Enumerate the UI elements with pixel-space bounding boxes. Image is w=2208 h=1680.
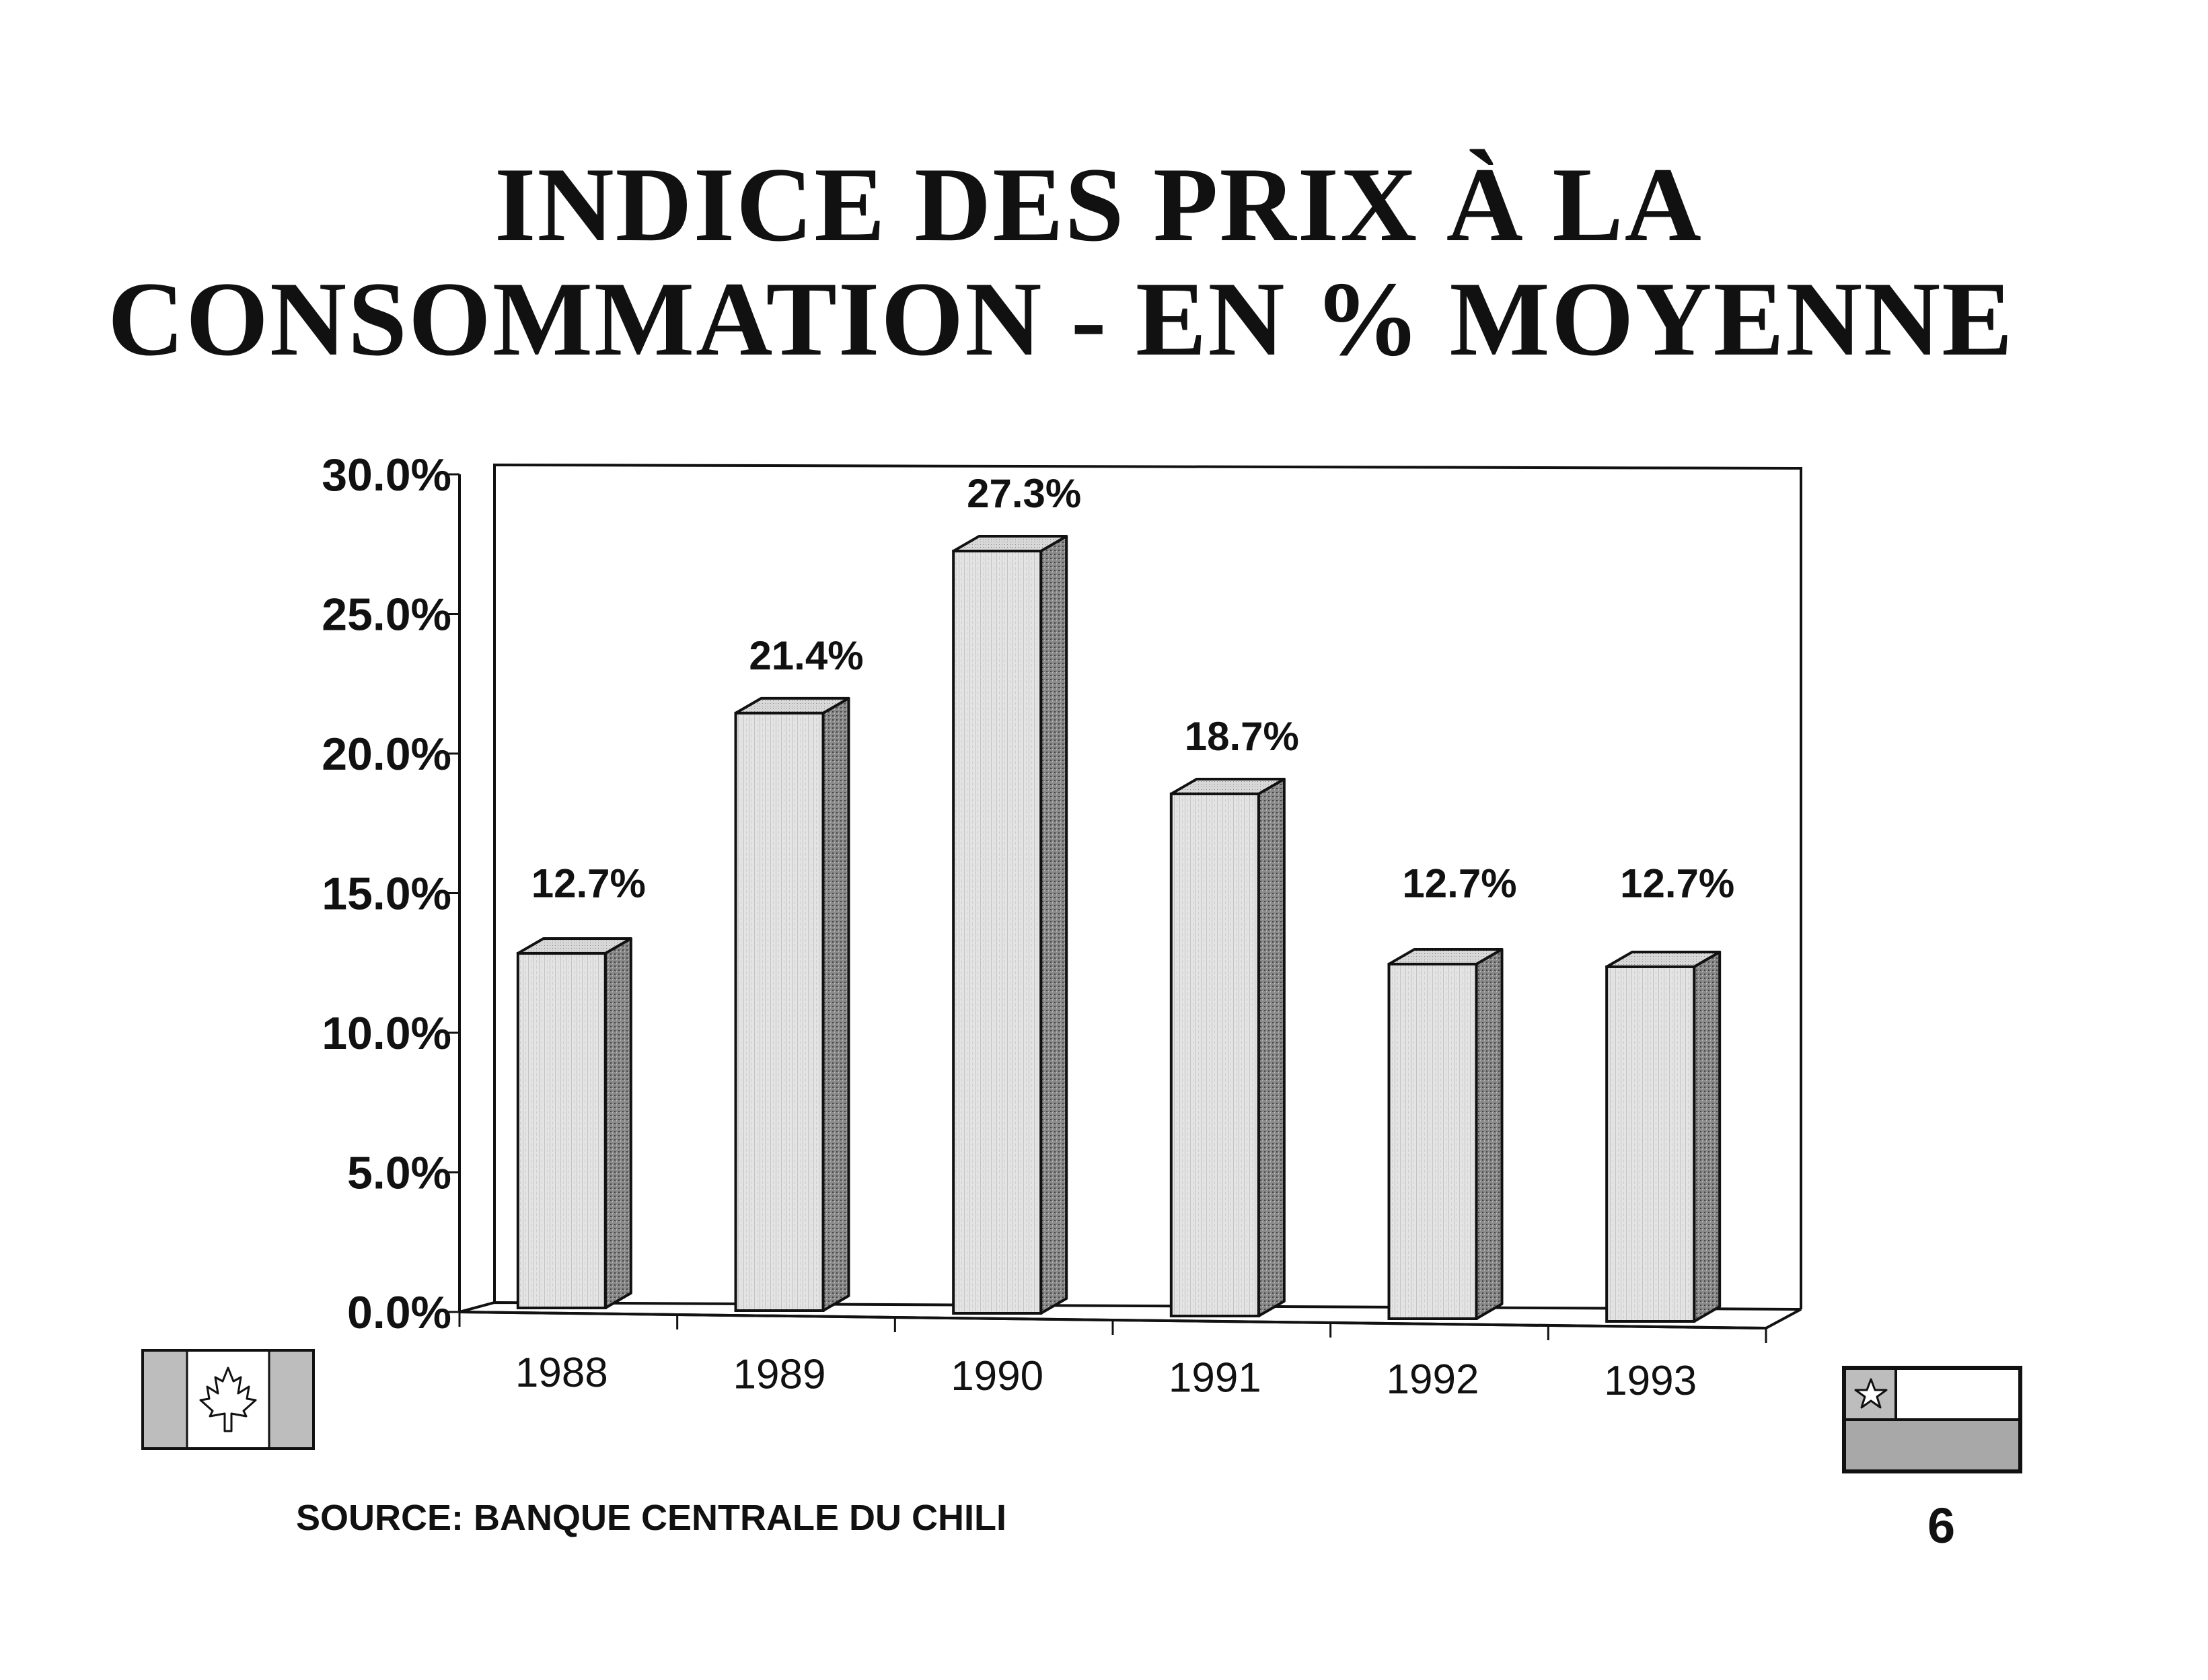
bar-side (821, 696, 850, 1312)
bar-side (1693, 950, 1722, 1323)
bar (734, 711, 825, 1312)
bar-side (1257, 777, 1286, 1317)
y-tick-label: 5.0% (347, 1148, 451, 1199)
y-tick-label: 10.0% (322, 1008, 451, 1059)
data-label: 12.7% (1620, 861, 1734, 906)
bar (952, 550, 1043, 1315)
chile-flag-icon (1842, 1366, 2022, 1473)
x-tick-label: 1992 (1387, 1356, 1479, 1403)
x-tick-label: 1991 (1169, 1354, 1261, 1401)
x-tick-label: 1990 (951, 1353, 1043, 1399)
chart-title: INDICE DES PRIX À LA CONSOMMATION - EN %… (0, 148, 2208, 377)
bar (1605, 965, 1696, 1323)
bar-side (603, 937, 632, 1309)
data-label: 18.7% (1185, 714, 1299, 759)
y-tick-label: 15.0% (322, 869, 451, 920)
x-tick-label: 1989 (733, 1352, 826, 1398)
bar (516, 951, 607, 1309)
y-tick-label: 25.0% (322, 589, 451, 641)
title-line-2: CONSOMMATION - EN % MOYENNE (108, 260, 2014, 378)
bar (1387, 962, 1478, 1320)
y-tick-label: 20.0% (322, 729, 451, 780)
x-tick-label: 1993 (1604, 1358, 1697, 1404)
x-tick-label: 1988 (515, 1350, 608, 1396)
source-note: SOURCE: BANQUE CENTRALE DU CHILI (296, 1498, 1007, 1538)
y-tick-label: 0.0% (347, 1287, 451, 1338)
bar (1169, 792, 1260, 1317)
data-label: 12.7% (531, 861, 646, 906)
plot-back-wall (459, 463, 1802, 1313)
bar-side (1039, 535, 1068, 1315)
canada-flag-icon (141, 1349, 315, 1450)
data-label: 21.4% (749, 633, 863, 678)
title-line-1: INDICE DES PRIX À LA (494, 146, 1703, 264)
y-tick-label: 30.0% (322, 449, 451, 501)
data-label: 12.7% (1402, 861, 1516, 906)
data-label: 27.3% (967, 471, 1081, 516)
bar-side (1475, 947, 1504, 1320)
page-number: 6 (1927, 1498, 1956, 1554)
